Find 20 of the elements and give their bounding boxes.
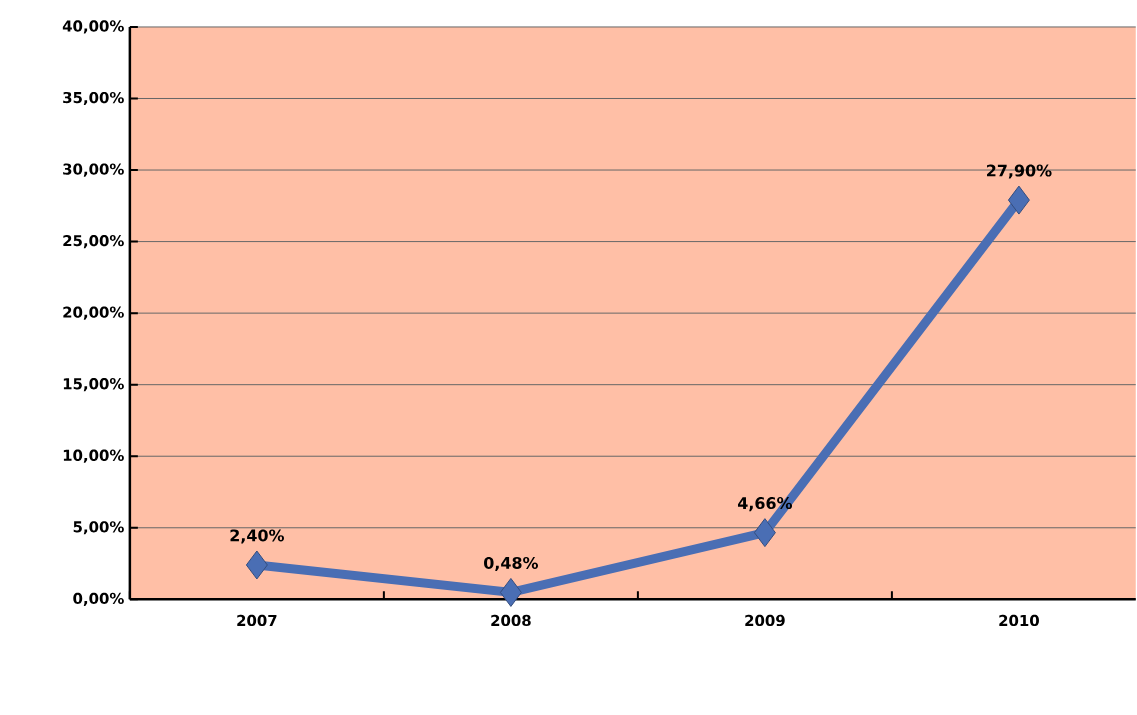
- y-tick-label: 0,00%: [73, 592, 124, 606]
- point: [753, 518, 776, 548]
- y-tick-label: 10,00%: [63, 449, 124, 463]
- y-tick-label: 15,00%: [63, 377, 124, 392]
- data-label: 0,48%: [484, 556, 539, 571]
- point: [1007, 185, 1030, 215]
- x-tick-label: 2008: [491, 614, 531, 627]
- point: [245, 550, 268, 580]
- y-tick-label: 20,00%: [63, 306, 124, 320]
- y-tick-label: 25,00%: [63, 234, 124, 249]
- y-tick-label: 5,00%: [73, 521, 124, 535]
- data-label: 2,40%: [230, 529, 284, 544]
- y-tick-label: 40,00%: [62, 20, 124, 34]
- x-tick-label: 2009: [745, 614, 785, 627]
- x-tick-label: 2007: [237, 614, 277, 627]
- y-tick-label: 35,00%: [63, 91, 124, 106]
- y-tick-label: 30,00%: [63, 163, 124, 177]
- point: [499, 577, 522, 607]
- data-label: 27,90%: [987, 164, 1052, 179]
- x-tick-label: 2010: [999, 614, 1039, 627]
